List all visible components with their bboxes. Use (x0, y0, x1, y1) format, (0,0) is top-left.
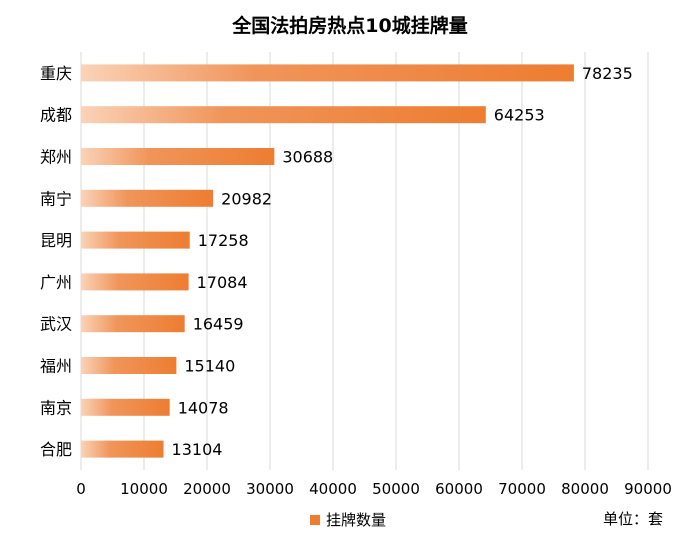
data-label: 17084 (197, 273, 248, 292)
category-label: 福州 (40, 357, 72, 376)
bar (81, 64, 574, 82)
x-tick-label: 70000 (498, 480, 546, 498)
legend-label: 挂牌数量 (326, 511, 386, 529)
x-tick-label: 30000 (246, 480, 294, 498)
legend: 挂牌数量 (310, 511, 386, 529)
legend-swatch (310, 515, 320, 525)
bar (81, 106, 486, 124)
category-label: 广州 (40, 273, 72, 292)
value-labels: 78235 64253 30688 20982 17258 17084 16459 15140… (172, 64, 633, 459)
category-label: 南京 (40, 398, 72, 417)
x-tick-label: 80000 (561, 480, 609, 498)
x-tick-label: 20000 (183, 480, 231, 498)
category-label: 郑州 (40, 148, 72, 167)
category-label: 南宁 (40, 189, 72, 208)
x-tick-label: 10000 (120, 480, 168, 498)
category-label: 重庆 (40, 64, 72, 83)
category-label: 昆明 (40, 231, 72, 250)
unit-label: 单位：套 (603, 510, 663, 528)
data-label: 20982 (221, 189, 272, 208)
data-label: 78235 (582, 64, 633, 83)
x-tick-label: 90000 (624, 480, 672, 498)
bar (81, 357, 177, 374)
bar (81, 148, 275, 165)
bar (81, 398, 170, 416)
x-tick-label: 60000 (435, 480, 483, 498)
data-label: 14078 (178, 398, 229, 417)
data-label: 64253 (494, 106, 545, 125)
bar (81, 273, 189, 291)
x-tick-label: 50000 (372, 480, 420, 498)
bar (81, 189, 214, 207)
data-label: 30688 (282, 148, 333, 167)
data-label: 13104 (172, 440, 223, 459)
data-label: 15140 (184, 357, 235, 376)
x-axis-ticks: 0 10000 20000 30000 40000 50000 60000 70000 8000… (76, 480, 672, 498)
data-label: 17258 (198, 231, 249, 250)
chart-title: 全国法拍房热点10城挂牌量 (231, 14, 467, 37)
x-tick-label: 0 (76, 480, 86, 498)
bar (81, 315, 185, 333)
x-tick-label: 40000 (309, 480, 357, 498)
category-label: 成都 (40, 106, 72, 125)
bars (81, 64, 574, 458)
bar (81, 440, 164, 458)
category-label: 武汉 (40, 315, 72, 334)
data-label: 16459 (193, 315, 244, 334)
category-label: 合肥 (40, 440, 72, 459)
bar (81, 231, 190, 249)
